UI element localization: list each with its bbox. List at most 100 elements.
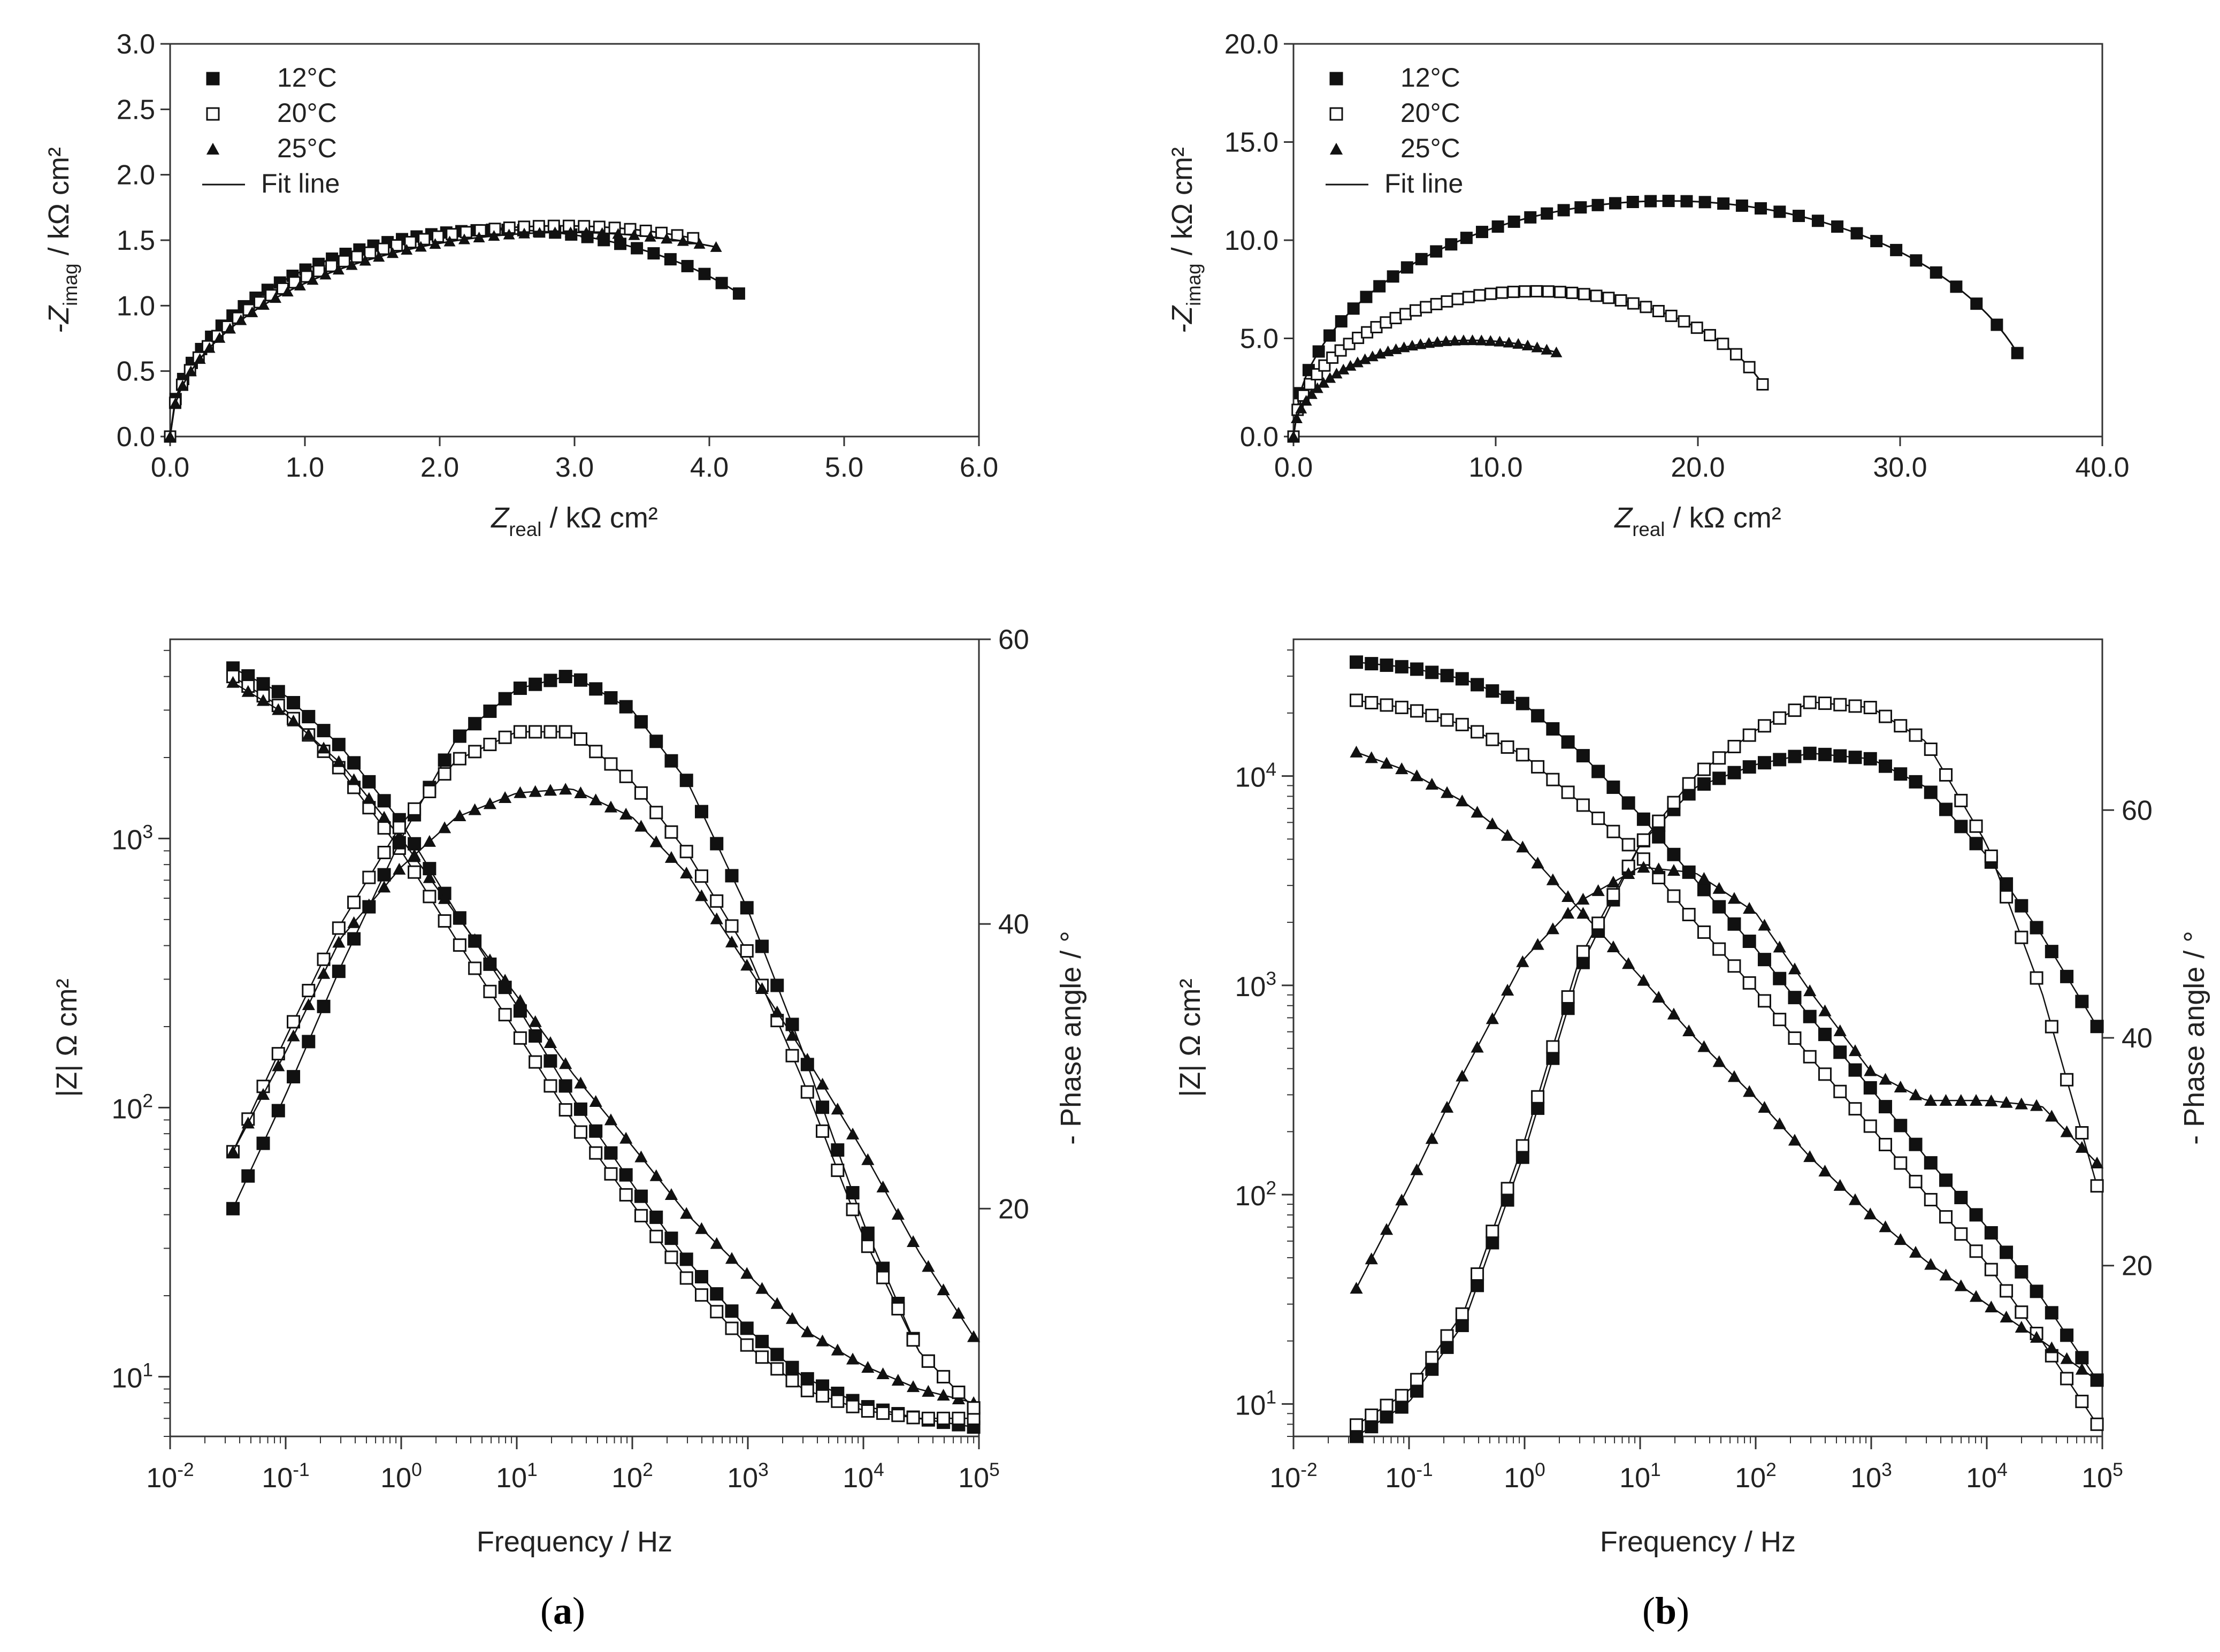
data-point	[937, 1411, 951, 1425]
data-point	[498, 1008, 512, 1022]
data-point	[1365, 695, 1379, 709]
data-point	[2015, 1305, 2028, 1319]
data-point	[1455, 1319, 1469, 1333]
x-axis-label: Frequency / Hz	[1600, 1526, 1796, 1558]
data-point	[401, 244, 413, 255]
data-point	[619, 700, 633, 714]
y2-tick-label: 20	[998, 1194, 1029, 1225]
data-point	[1757, 756, 1771, 770]
nyquist-plot-a: 0.0 1.0 2.0 3.0 4.0 5.0 6.0 0.0 0.5 1.0 1.5 2.0 2.5 3…	[43, 29, 998, 540]
data-point	[2045, 1020, 2058, 1034]
data-point	[710, 241, 722, 252]
data-point	[1546, 873, 1559, 885]
data-point	[619, 1131, 633, 1144]
data-point	[589, 793, 602, 806]
data-point	[350, 250, 363, 263]
data-point	[1640, 301, 1652, 313]
data-point	[612, 228, 624, 239]
data-point	[634, 1209, 648, 1222]
data-point	[715, 277, 728, 289]
data-point	[1727, 739, 1741, 753]
data-point	[1939, 1173, 1953, 1187]
data-point	[1415, 253, 1428, 265]
data-point	[256, 1136, 270, 1150]
data-point	[1894, 1081, 1907, 1093]
data-point	[1430, 297, 1443, 310]
y-tick-label: 103	[1235, 968, 1276, 1003]
data-point	[518, 227, 531, 239]
data-point	[831, 1143, 845, 1157]
data-point	[698, 267, 711, 280]
data-point	[1818, 1165, 1832, 1177]
data-point	[906, 1235, 920, 1247]
data-point	[1864, 1064, 1877, 1076]
data-point	[1441, 295, 1453, 308]
data-point	[1515, 1139, 1529, 1153]
data-point	[1425, 1132, 1438, 1144]
data-point	[513, 725, 527, 739]
x-tick-label: 10-1	[1385, 1459, 1433, 1494]
data-point	[1698, 196, 1711, 209]
data-point	[644, 231, 656, 242]
data-point	[1344, 360, 1357, 371]
data-point	[362, 792, 376, 804]
data-point	[377, 794, 391, 808]
data-point	[1622, 867, 1635, 879]
data-point	[271, 685, 285, 699]
data-point	[1894, 1156, 1908, 1170]
data-point	[2000, 890, 2014, 904]
data-point	[770, 1362, 784, 1376]
data-point	[1541, 343, 1553, 355]
data-point	[1773, 1013, 1787, 1027]
data-point	[241, 1169, 255, 1183]
data-point	[1471, 1041, 1484, 1053]
bode-plot-a: 10-2 10-1 100 101 102 103 104 105 101 102 103 20 40 6…	[51, 624, 1087, 1558]
data-point	[1727, 1070, 1741, 1082]
data-point	[483, 953, 496, 966]
data-point	[604, 800, 618, 813]
data-point	[1440, 335, 1452, 346]
x-tick-label: 101	[1619, 1459, 1661, 1494]
data-point	[1818, 1067, 1832, 1081]
data-point	[1531, 341, 1543, 353]
data-point	[1576, 749, 1590, 763]
data-point	[891, 1409, 905, 1422]
x-tick-label: 103	[727, 1459, 769, 1494]
data-point	[256, 1088, 270, 1100]
data-point	[1717, 197, 1730, 210]
data-point	[1742, 976, 1756, 990]
data-point	[619, 807, 633, 820]
data-point	[2075, 995, 2089, 1008]
data-point	[543, 784, 557, 796]
data-point	[732, 287, 745, 300]
x-tick-label: 10-2	[146, 1459, 194, 1494]
data-point	[392, 821, 406, 835]
x-tick-label: 10.0	[1468, 452, 1522, 483]
data-point	[1576, 907, 1590, 919]
data-point	[647, 247, 660, 260]
bode-plot-b: 10-2 10-1 100 101 102 103 104 105 101 102 103 104 20…	[1174, 638, 2210, 1558]
data-point	[483, 984, 497, 998]
data-point	[294, 279, 306, 290]
data-point	[302, 710, 316, 724]
data-point	[543, 1079, 557, 1093]
data-point	[1909, 1137, 1923, 1151]
data-point	[604, 691, 618, 705]
x-tick-label: 2.0	[420, 452, 459, 483]
data-point	[1969, 1244, 1983, 1258]
data-point	[1743, 901, 1756, 914]
data-point	[596, 227, 608, 238]
data-point	[1727, 959, 1741, 973]
data-point	[2000, 1311, 2013, 1323]
data-point	[1373, 280, 1386, 293]
data-point	[1909, 1175, 1923, 1189]
x-tick-label: 3.0	[555, 452, 594, 483]
data-point	[891, 1207, 905, 1220]
data-point	[1430, 245, 1443, 258]
data-point	[1954, 1093, 1968, 1106]
data-point	[800, 1372, 814, 1386]
data-point	[1440, 1340, 1454, 1354]
data-point	[332, 264, 345, 275]
data-point	[2090, 1020, 2104, 1034]
data-point	[816, 1077, 829, 1090]
